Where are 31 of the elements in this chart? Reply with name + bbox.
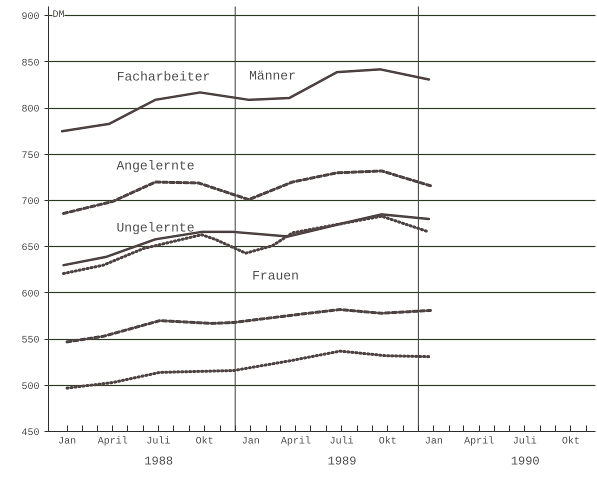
y-tick-label: 750	[21, 150, 40, 162]
x-tick-label: Okt	[378, 436, 397, 448]
y-tick-label: 450	[21, 428, 40, 439]
x-tick-label: April	[98, 436, 128, 448]
text: 1989	[328, 454, 356, 468]
x-tick-label: April	[280, 436, 311, 448]
text: 1988	[144, 454, 174, 468]
annotation: Männer	[249, 68, 296, 84]
x-tick-label: Juli	[146, 436, 170, 448]
y-tick-label: 850	[21, 58, 40, 70]
text: 1990	[510, 454, 540, 468]
y-tick-label: 550	[21, 336, 40, 347]
x-tick-label: Jan	[58, 436, 76, 448]
y-tick-label: 800	[21, 104, 40, 116]
annotation: Ungelernte	[116, 220, 195, 236]
x-tick-label: April	[464, 436, 494, 448]
x-tick-label: Jan	[242, 436, 260, 448]
y-tick-label: 900	[21, 12, 40, 24]
y-tick-label: 650	[21, 243, 40, 254]
x-tick-label: Okt	[196, 436, 214, 448]
x-tick-label: Okt	[562, 436, 580, 448]
x-tick-label: Jan	[424, 436, 443, 448]
y-tick-label: 600	[21, 289, 40, 300]
annotation: Frauen	[252, 268, 299, 284]
annotation: Facharbeiter	[116, 69, 210, 84]
y-tick-label: 500	[21, 382, 40, 393]
x-tick-label: Juli	[330, 436, 354, 448]
y-tick-label: 700	[21, 197, 40, 208]
x-tick-label: Juli	[512, 436, 537, 448]
y-axis-title: DM	[52, 10, 65, 22]
annotation: Angelernte	[116, 158, 195, 174]
